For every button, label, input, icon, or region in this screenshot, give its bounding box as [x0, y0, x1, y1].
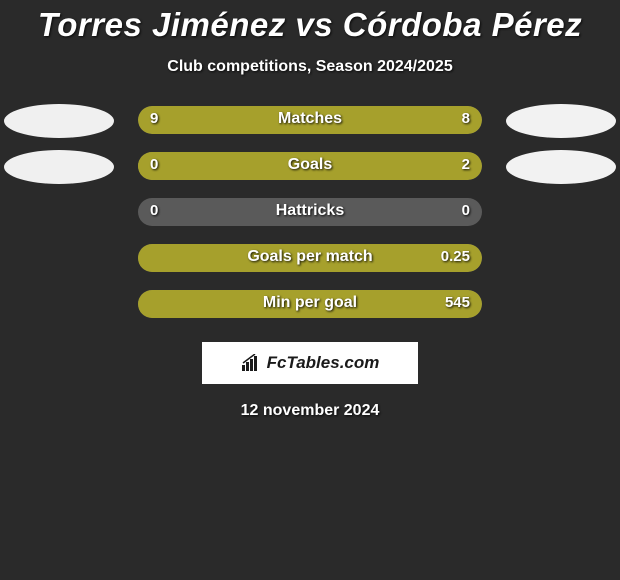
bar-fill-right [138, 290, 482, 318]
player-right-avatar [506, 104, 616, 138]
page-title: Torres Jiménez vs Córdoba Pérez [0, 6, 620, 44]
bar-fill-right [138, 152, 482, 180]
bar-fill-right [320, 106, 482, 134]
bar-track: Goals per match0.25 [138, 244, 482, 272]
stat-value-right: 0 [462, 202, 470, 219]
player-left-avatar [4, 150, 114, 184]
chart-area: Matches98 Goals02 Hattricks0 0 Goals per mat… [0, 102, 620, 332]
bar-track: Hattricks0 0 [138, 198, 482, 226]
stat-label: Hattricks [138, 202, 482, 220]
bar-track: Min per goal545 [138, 290, 482, 318]
stat-row: Goals per match0.25 [0, 240, 620, 286]
bar-fill-left [138, 106, 320, 134]
bar-fill-right [138, 244, 482, 272]
subtitle: Club competitions, Season 2024/2025 [0, 58, 620, 76]
comparison-infographic: Torres Jiménez vs Córdoba Pérez Club com… [0, 0, 620, 420]
player-right-avatar [506, 150, 616, 184]
brand-bars-icon [241, 354, 263, 372]
date-line: 12 november 2024 [0, 402, 620, 420]
stat-value-left: 0 [150, 202, 158, 219]
stat-row: Hattricks0 0 [0, 194, 620, 240]
bar-track: Goals02 [138, 152, 482, 180]
bar-track: Matches98 [138, 106, 482, 134]
brand-text: FcTables.com [267, 353, 380, 373]
stat-row: Min per goal545 [0, 286, 620, 332]
player-left-avatar [4, 104, 114, 138]
stat-row: Matches98 [0, 102, 620, 148]
stat-row: Goals02 [0, 148, 620, 194]
brand-box: FcTables.com [202, 342, 418, 384]
